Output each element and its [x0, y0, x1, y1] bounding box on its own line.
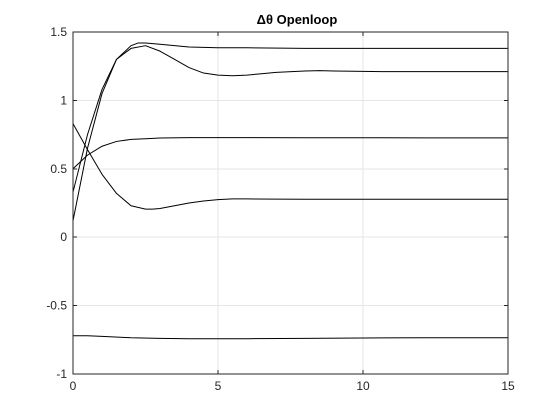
- y-tick-label-2: 0: [60, 230, 67, 244]
- series-line-3: [72, 137, 508, 170]
- tick-layer: 0 5 10 15 -1 -0.5 0 0.5 1 1.5: [46, 25, 515, 393]
- series-line-1: [72, 42, 508, 193]
- x-tick-label-0: 0: [70, 379, 77, 393]
- x-tick-label-3: 15: [501, 379, 515, 393]
- x-tick-label-1: 5: [215, 379, 222, 393]
- grid-layer: [73, 32, 508, 374]
- x-tick-label-2: 10: [356, 379, 370, 393]
- chart-title: Δθ Openloop: [257, 12, 338, 27]
- y-tick-label-3: 0.5: [50, 162, 67, 176]
- series-line-4: [72, 123, 508, 210]
- y-tick-label-5: 1.5: [50, 25, 67, 39]
- y-tick-label-4: 1: [60, 93, 67, 107]
- axes-box: [72, 31, 509, 375]
- series-line-2: [72, 45, 508, 221]
- y-tick-label-1: -0.5: [46, 299, 67, 313]
- axes-layer: [72, 31, 509, 375]
- series-layer: [72, 42, 508, 340]
- y-tick-label-0: -1: [56, 367, 67, 381]
- series-line-5: [73, 335, 508, 340]
